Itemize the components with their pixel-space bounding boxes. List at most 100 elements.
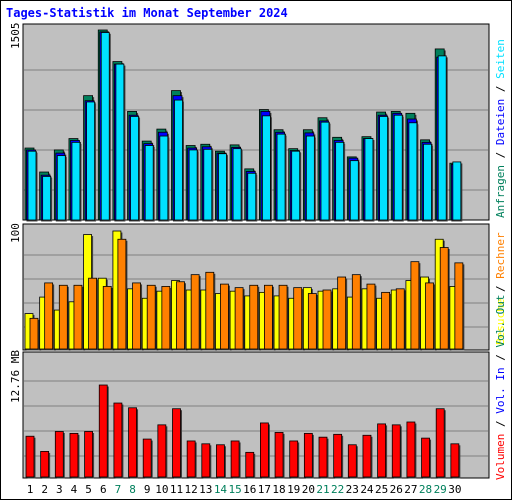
day-label: 9 — [144, 483, 151, 496]
bar-seiten — [86, 101, 95, 221]
bar-volumen — [303, 432, 313, 478]
y-axis-labels: 1505 100 12.76 MB — [9, 23, 22, 404]
bar-seiten — [452, 161, 462, 221]
day-label: 24 — [360, 483, 374, 496]
bar-seiten — [27, 150, 37, 221]
bar-seiten — [203, 148, 213, 221]
bar-seiten — [232, 148, 242, 221]
bar-rechner — [351, 274, 361, 350]
bar-seiten — [100, 32, 110, 221]
legend-sep: / — [494, 279, 507, 299]
day-label: 27 — [404, 483, 417, 496]
bar-rechner — [161, 286, 171, 350]
y-max-label-hits: 1505 — [9, 23, 22, 50]
day-label: 4 — [71, 483, 78, 496]
y-max-label-visits: 100 — [9, 223, 22, 243]
bar-rechner — [88, 277, 97, 350]
day-label: 13 — [199, 483, 212, 496]
bar-volumen — [186, 440, 196, 478]
day-label: 7 — [115, 483, 122, 496]
bar-seiten — [364, 138, 374, 221]
legend-hits: Anfragen / Dateien / Seiten — [494, 39, 507, 218]
legend-sep: / — [494, 414, 507, 434]
day-label: 1 — [27, 483, 34, 496]
bar-volumen — [289, 440, 299, 478]
legend-rechner: Rechner — [494, 232, 507, 279]
bar-seiten — [349, 160, 359, 221]
bar-rechner — [454, 262, 464, 350]
bar-seiten — [115, 63, 125, 221]
bar-seiten — [42, 176, 52, 221]
bar-rechner — [146, 284, 156, 350]
bar-seiten — [71, 141, 81, 221]
bar-rechner — [205, 271, 215, 350]
day-label: 26 — [390, 483, 403, 496]
bar-seiten — [144, 145, 154, 221]
bar-volumen — [40, 450, 50, 478]
bar-volumen — [391, 424, 401, 478]
bar-seiten — [130, 116, 139, 221]
bar-rechner — [234, 287, 244, 350]
bar-volumen — [362, 434, 372, 478]
bar-volumen — [435, 408, 445, 478]
bar-volumen — [84, 431, 93, 478]
day-label: 22 — [331, 483, 344, 496]
bar-rechner — [263, 284, 273, 350]
bar-volumen — [406, 421, 416, 478]
legend-sep: / — [494, 348, 507, 368]
bar-seiten — [174, 99, 183, 221]
legend-vol-in: Vol. In — [494, 367, 507, 413]
bar-volumen — [172, 408, 181, 478]
day-label: 28 — [419, 483, 432, 496]
bar-volumen — [333, 433, 343, 478]
bar-rechner — [176, 281, 185, 350]
bar-seiten — [218, 153, 227, 221]
legend-sep: / — [494, 79, 507, 99]
bar-volumen — [157, 424, 167, 478]
bar-volumen — [318, 436, 328, 478]
bar-volumen — [274, 432, 284, 478]
bar-volumen — [450, 443, 460, 478]
bar-seiten — [247, 172, 257, 221]
bar-volumen — [347, 444, 357, 478]
bar-volumen — [113, 402, 123, 478]
day-label: 17 — [258, 483, 271, 496]
x-axis-day-labels: 1 2 3 4 5 6 7 8 9 10 11 12 13 14 15 16 17 18 19 20 21 22 23 24 2… — [27, 483, 462, 496]
bar-rechner — [395, 288, 405, 350]
bar-volumen — [377, 423, 387, 478]
bar-seiten — [56, 155, 66, 221]
bar-rechner — [249, 284, 259, 350]
day-label: 2 — [41, 483, 48, 496]
bar-volumen — [54, 431, 64, 478]
side-legend: Anfragen / Dateien / Seiten Besuche / Re… — [494, 39, 507, 480]
day-label: 21 — [316, 483, 329, 496]
bar-seiten — [393, 114, 403, 221]
bar-rechner — [117, 238, 127, 350]
bar-rechner — [73, 284, 83, 350]
day-label: 3 — [56, 483, 63, 496]
bar-volumen — [245, 451, 255, 478]
day-label: 18 — [272, 483, 285, 496]
day-label: 11 — [170, 483, 183, 496]
day-label: 23 — [346, 483, 359, 496]
bar-seiten — [159, 135, 169, 221]
legend-anfragen: Anfragen — [494, 165, 507, 218]
bar-rechner — [29, 317, 39, 350]
legend-seiten: Seiten — [494, 39, 507, 79]
bar-rechner — [322, 289, 332, 350]
chart-title: Tages-Statistik im Monat September 2024 — [6, 6, 288, 20]
bar-seiten — [291, 150, 301, 221]
bar-rechner — [278, 284, 288, 350]
bar-rechner — [381, 291, 391, 350]
legend-vol-out: Vol. Out — [494, 295, 507, 348]
day-label: 14 — [214, 483, 228, 496]
day-label: 19 — [287, 483, 300, 496]
legend-sep: / — [494, 145, 507, 165]
legend-volumen: Volumen — [494, 434, 507, 480]
bar-rechner — [58, 284, 68, 350]
day-label: 16 — [243, 483, 256, 496]
bar-volumen — [230, 440, 240, 478]
bar-rechner — [337, 276, 347, 350]
bar-volumen — [421, 437, 430, 478]
